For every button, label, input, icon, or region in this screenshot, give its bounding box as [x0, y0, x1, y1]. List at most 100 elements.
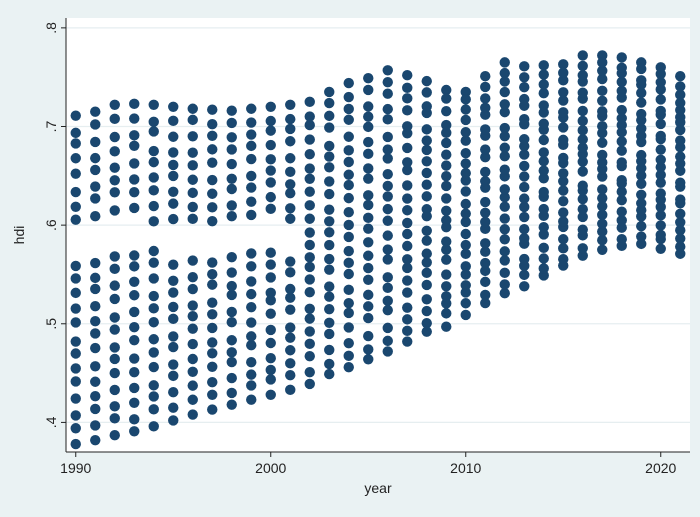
data-point	[460, 298, 471, 309]
data-point	[577, 250, 588, 261]
data-point	[187, 366, 198, 378]
x-tick-label: 2000	[255, 460, 286, 476]
data-point	[226, 317, 237, 328]
data-point	[597, 192, 608, 204]
data-point	[441, 215, 452, 226]
data-point	[246, 394, 257, 405]
data-point	[675, 241, 686, 252]
data-point	[129, 322, 140, 333]
data-point	[129, 186, 140, 198]
data-point	[324, 86, 335, 98]
data-point	[265, 337, 276, 349]
data-point	[129, 290, 140, 301]
data-point	[655, 229, 666, 241]
data-point	[90, 342, 101, 354]
data-point	[187, 160, 198, 171]
data-point	[226, 306, 237, 318]
data-point	[207, 257, 218, 268]
data-point	[441, 193, 452, 204]
data-point	[226, 356, 237, 368]
data-point	[460, 114, 471, 126]
data-point	[343, 268, 354, 280]
data-point	[109, 99, 120, 111]
data-point	[519, 61, 530, 72]
data-point	[207, 157, 218, 168]
data-point	[90, 164, 101, 176]
data-point	[636, 238, 647, 250]
data-point	[304, 287, 315, 298]
data-point	[168, 159, 179, 171]
data-point	[70, 138, 81, 149]
data-point	[226, 399, 237, 410]
data-point	[558, 207, 569, 218]
data-point	[480, 151, 491, 163]
data-point	[246, 129, 257, 140]
data-point	[246, 196, 257, 207]
data-point	[207, 309, 218, 320]
data-point	[597, 73, 608, 85]
data-point	[421, 101, 432, 112]
data-point	[343, 192, 354, 204]
data-point	[480, 176, 491, 187]
data-point	[168, 370, 179, 382]
data-point	[480, 297, 491, 309]
data-point	[597, 149, 608, 161]
data-point	[304, 119, 315, 131]
axes: .4 .5 .6 .7 .8 1990 2000 2010 2020	[43, 18, 690, 476]
data-point	[616, 85, 627, 97]
data-point	[207, 119, 218, 130]
data-point	[558, 152, 569, 164]
data-point	[90, 420, 101, 431]
data-point	[285, 332, 296, 343]
data-point	[109, 312, 120, 323]
data-point	[148, 172, 159, 183]
data-point	[597, 244, 608, 255]
data-point	[460, 261, 471, 272]
data-point	[519, 160, 530, 172]
data-point	[285, 188, 296, 199]
data-point	[558, 75, 569, 86]
data-point	[460, 309, 471, 321]
data-point	[441, 236, 452, 247]
data-point	[129, 140, 140, 151]
data-point	[265, 287, 276, 299]
data-point	[558, 67, 569, 79]
data-point	[285, 153, 296, 164]
data-point	[519, 149, 530, 160]
data-point	[675, 112, 686, 123]
data-point	[558, 216, 569, 227]
data-point	[616, 104, 627, 116]
data-point	[480, 81, 491, 93]
data-point	[343, 322, 354, 333]
data-point	[148, 145, 159, 157]
data-point	[324, 204, 335, 215]
data-point	[207, 389, 218, 400]
data-point	[207, 269, 218, 280]
data-point	[304, 338, 315, 350]
data-point	[363, 121, 374, 133]
data-point	[265, 308, 276, 319]
data-point	[577, 70, 588, 81]
data-point	[324, 110, 335, 122]
data-point	[616, 62, 627, 73]
data-point	[421, 87, 432, 98]
data-point	[480, 289, 491, 301]
data-point	[519, 181, 530, 193]
data-point	[402, 180, 413, 191]
data-point	[246, 380, 257, 391]
data-point	[304, 350, 315, 362]
data-point	[499, 234, 510, 245]
data-point	[70, 153, 81, 164]
data-point	[246, 340, 257, 351]
data-point	[265, 139, 276, 151]
data-point	[616, 145, 627, 156]
data-point	[402, 314, 413, 325]
data-point	[226, 117, 237, 129]
data-point	[402, 105, 413, 116]
data-point	[519, 253, 530, 265]
x-axis-label: year	[364, 480, 392, 496]
data-point	[441, 298, 452, 309]
data-point	[324, 239, 335, 251]
data-point	[363, 111, 374, 122]
data-point	[285, 179, 296, 190]
